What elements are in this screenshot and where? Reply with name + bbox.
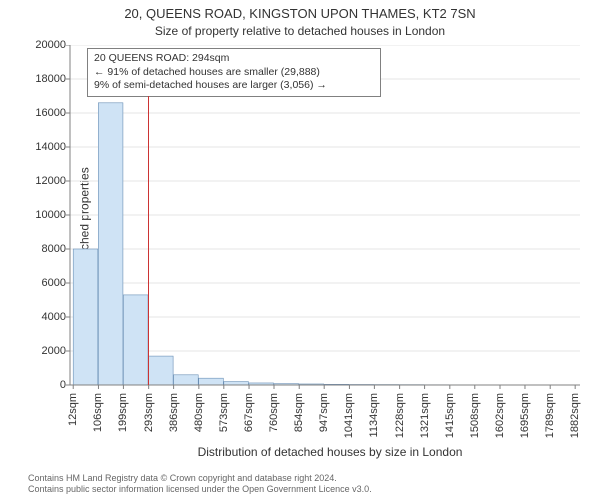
y-axis-ticks: 0200040006000800010000120001400016000180… <box>0 45 66 385</box>
y-tick-label: 8000 <box>6 243 66 255</box>
x-tick-label: 106sqm <box>92 393 104 432</box>
y-tick-label: 12000 <box>6 175 66 187</box>
annotation-box: 20 QUEENS ROAD: 294sqm ← 91% of detached… <box>87 48 381 97</box>
annotation-line-2: ← 91% of detached houses are smaller (29… <box>94 66 374 80</box>
x-tick-label: 573sqm <box>218 393 230 432</box>
footer-line-2: Contains public sector information licen… <box>28 484 590 496</box>
footer-line-1: Contains HM Land Registry data © Crown c… <box>28 473 590 485</box>
y-tick-label: 2000 <box>6 345 66 357</box>
reference-line <box>148 96 149 385</box>
y-tick-label: 0 <box>6 379 66 391</box>
y-tick-label: 14000 <box>6 141 66 153</box>
x-tick-label: 1041sqm <box>343 393 355 438</box>
x-tick-label: 1882sqm <box>569 393 581 438</box>
x-tick-label: 667sqm <box>243 393 255 432</box>
y-tick-label: 6000 <box>6 277 66 289</box>
x-tick-label: 947sqm <box>318 393 330 432</box>
histogram-bar <box>73 249 98 385</box>
x-tick-label: 1789sqm <box>544 393 556 438</box>
histogram-bar <box>174 375 199 385</box>
x-tick-label: 1321sqm <box>419 393 431 438</box>
x-tick-label: 1134sqm <box>368 393 380 437</box>
x-tick-label: 760sqm <box>268 393 280 432</box>
y-tick-label: 4000 <box>6 311 66 323</box>
x-tick-label: 386sqm <box>168 393 180 432</box>
x-tick-label: 12sqm <box>67 393 79 426</box>
plot-area: 20 QUEENS ROAD: 294sqm ← 91% of detached… <box>70 45 580 385</box>
x-tick-label: 293sqm <box>143 393 155 432</box>
histogram-bar <box>149 356 174 385</box>
property-size-chart: 20, QUEENS ROAD, KINGSTON UPON THAMES, K… <box>0 0 600 500</box>
y-tick-label: 10000 <box>6 209 66 221</box>
chart-title: 20, QUEENS ROAD, KINGSTON UPON THAMES, K… <box>0 6 600 21</box>
x-tick-label: 480sqm <box>193 393 205 432</box>
x-tick-label: 1228sqm <box>394 393 406 438</box>
x-tick-label: 1695sqm <box>519 393 531 438</box>
x-axis-ticks: 12sqm 106sqm 199sqm 293sqm 386sqm 480sqm 573sq… <box>70 385 580 445</box>
histogram-bar <box>199 378 224 385</box>
footer-attribution: Contains HM Land Registry data © Crown c… <box>28 473 590 496</box>
x-tick-label: 854sqm <box>293 393 305 432</box>
histogram-bar <box>98 103 123 385</box>
x-tick-label: 1415sqm <box>444 393 456 438</box>
annotation-line-1: 20 QUEENS ROAD: 294sqm <box>94 52 374 66</box>
y-tick-label: 20000 <box>6 39 66 51</box>
annotation-line-3: 9% of semi-detached houses are larger (3… <box>94 79 374 93</box>
x-axis-label: Distribution of detached houses by size … <box>70 445 590 459</box>
y-tick-label: 16000 <box>6 107 66 119</box>
y-tick-label: 18000 <box>6 73 66 85</box>
histogram-bar <box>123 295 148 385</box>
x-tick-label: 1508sqm <box>469 393 481 438</box>
x-tick-label: 199sqm <box>117 393 129 432</box>
chart-subtitle: Size of property relative to detached ho… <box>0 24 600 38</box>
x-tick-label: 1602sqm <box>494 393 506 438</box>
